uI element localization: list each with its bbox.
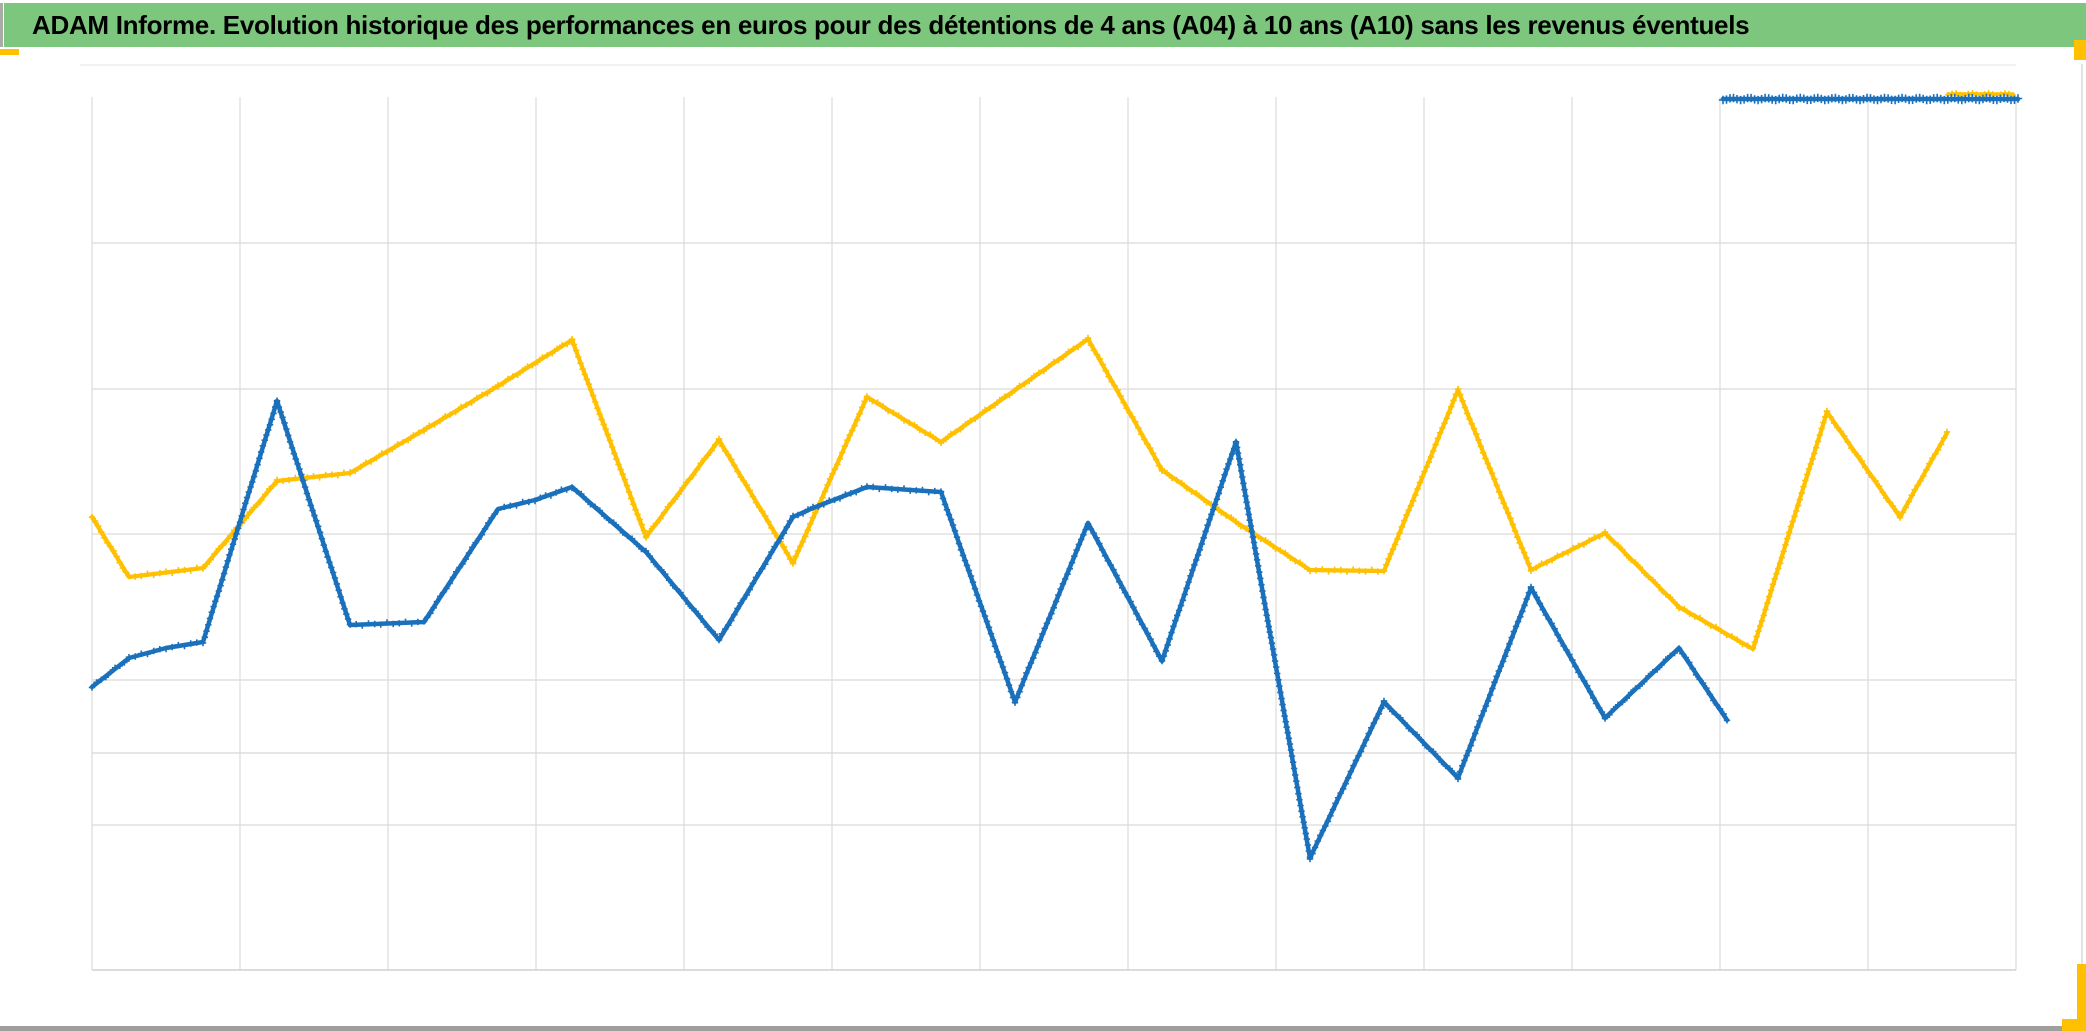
chart-title-bar: ADAM Informe. Evolution historique des p… <box>4 3 2086 47</box>
selection-corner-bottom-right-v-icon[interactable] <box>2077 964 2086 1031</box>
blue-series-plus-markers <box>88 397 1731 863</box>
selection-handle-top-right-icon[interactable] <box>2074 40 2086 60</box>
selection-handle-left-icon[interactable] <box>0 49 19 55</box>
blue-series-offscale-top-plus-markers <box>1718 93 2023 105</box>
blue-series-line <box>89 398 1730 861</box>
gold-series-plus-markers <box>88 334 1951 652</box>
chart-title: ADAM Informe. Evolution historique des p… <box>32 9 1750 40</box>
right-edge-line <box>2081 64 2083 1026</box>
gold-series-offscale-top <box>1945 90 2016 98</box>
left-edge-sliver <box>0 3 3 47</box>
blue-series-offscale-top <box>1718 93 2023 105</box>
faint-chart-top-border <box>80 64 2016 66</box>
gridlines <box>91 97 2017 971</box>
gold-series <box>88 334 1951 652</box>
bottom-gray-bar <box>0 1026 2062 1031</box>
blue-series <box>88 397 1731 863</box>
gold-series-offscale-top-plus-markers <box>1945 90 2016 98</box>
